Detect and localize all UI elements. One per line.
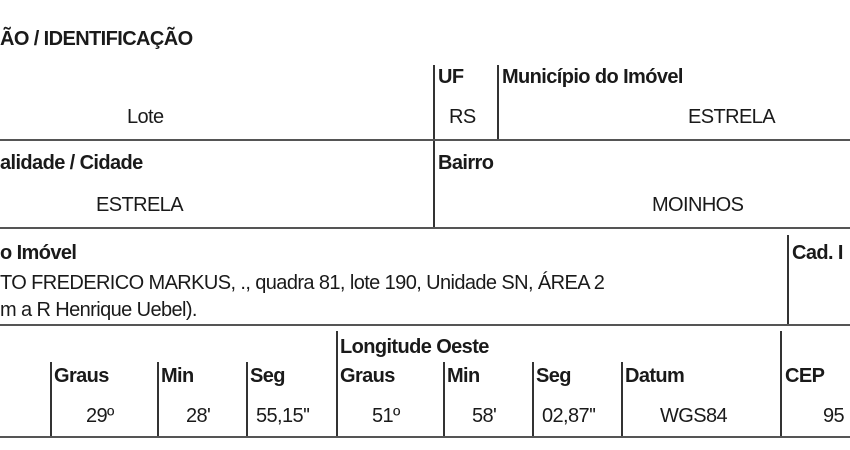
cad-label: Cad. I (792, 242, 843, 264)
divider (0, 139, 850, 141)
section-title: ÃO / IDENTIFICAÇÃO (0, 28, 193, 50)
lon-min-value: 58' (472, 405, 497, 427)
endereco-line1: TO FREDERICO MARKUS, ., quadra 81, lote … (0, 272, 605, 294)
divider (50, 362, 52, 437)
lon-min-label: Min (447, 365, 480, 387)
lat-min-value: 28' (186, 405, 211, 427)
divider (246, 362, 248, 437)
municipio-value: ESTRELA (688, 106, 776, 128)
cep-label: CEP (785, 365, 825, 387)
divider (0, 436, 850, 438)
lat-graus-label: Graus (54, 365, 109, 387)
lon-seg-value: 02,87'' (542, 405, 596, 427)
divider (0, 227, 850, 229)
divider (497, 65, 499, 141)
lat-min-label: Min (161, 365, 194, 387)
endereco-line2: m a R Henrique Uebel). (0, 299, 197, 321)
divider (787, 235, 789, 325)
lat-seg-value: 55,15'' (256, 405, 310, 427)
municipio-label: Município do Imóvel (502, 66, 683, 88)
lote-value: Lote (127, 106, 164, 128)
divider (336, 331, 338, 437)
lat-graus-value: 29º (86, 405, 114, 427)
divider (621, 362, 623, 437)
localidade-label: alidade / Cidade (0, 152, 143, 174)
divider (433, 141, 435, 229)
divider (157, 362, 159, 437)
lon-seg-label: Seg (536, 365, 571, 387)
datum-label: Datum (625, 365, 685, 387)
divider (0, 324, 850, 326)
uf-value: RS (449, 106, 476, 128)
bairro-label: Bairro (438, 152, 494, 174)
lat-seg-label: Seg (250, 365, 285, 387)
divider (780, 331, 782, 437)
bairro-value: MOINHOS (652, 194, 744, 216)
divider (433, 65, 435, 141)
divider (532, 362, 534, 437)
cep-value: 95 (823, 405, 845, 427)
localidade-value: ESTRELA (96, 194, 184, 216)
uf-label: UF (438, 66, 464, 88)
endereco-label: o Imóvel (0, 242, 77, 264)
lon-graus-value: 51º (372, 405, 400, 427)
longitude-label: Longitude Oeste (340, 336, 489, 358)
datum-value: WGS84 (660, 405, 728, 427)
divider (443, 362, 445, 437)
lon-graus-label: Graus (340, 365, 395, 387)
